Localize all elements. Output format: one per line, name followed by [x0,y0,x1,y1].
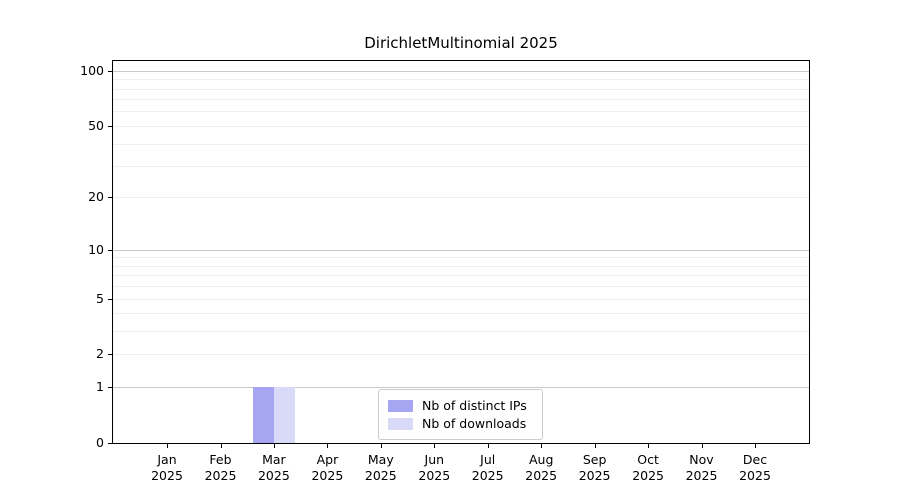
x-tick-month: Apr [316,452,339,467]
x-tick-month: Feb [209,452,232,467]
x-tick-month: Aug [528,452,554,467]
x-tick-mark [701,444,703,448]
gridline-minor [113,143,809,145]
x-tick-label: Nov 2025 [670,452,734,483]
x-tick-year: 2025 [257,467,290,483]
y-tick-label: 0 [96,435,104,450]
x-tick-month: Sep [582,452,607,467]
x-tick-month: May [367,452,394,467]
y-tick-mark [108,249,112,251]
y-tick-mark [108,443,112,444]
gridline-minor [113,99,809,101]
x-tick-mark [541,444,543,448]
y-tick-mark [108,298,112,300]
gridline-minor [113,275,809,277]
legend-swatch-distinct-ips [388,399,413,412]
x-tick-year: 2025 [471,467,504,483]
gridline-minor [113,354,809,356]
x-tick-month: Dec [742,452,768,467]
gridline-major [113,249,809,251]
x-tick-month: Nov [689,452,714,467]
x-tick-mark [755,444,756,448]
legend-label-distinct-ips: Nb of distinct IPs [422,398,527,413]
x-tick-label: Feb 2025 [189,452,253,483]
x-tick-year: 2025 [632,467,664,483]
chart-title: DirichletMultinomial 2025 [364,34,558,52]
x-tick-label: Aug 2025 [509,452,573,483]
gridline-minor [113,265,809,267]
x-tick-mark [273,444,275,448]
y-tick-mark [108,70,112,72]
x-tick-mark [167,444,168,448]
gridline-minor [113,79,809,81]
x-tick-year: 2025 [525,467,558,483]
y-tick-mark [108,197,112,199]
bar-downloads [273,387,295,443]
x-tick-label: Dec 2025 [723,452,787,483]
gridline-major [113,387,809,389]
y-tick-mark [108,125,112,127]
x-tick-label: Sep 2025 [563,452,627,483]
legend: Nb of distinct IPs Nb of downloads [378,389,543,440]
gridline-minor [113,111,809,113]
gridline-minor [113,125,809,127]
x-tick-month: Mar [262,452,286,467]
x-tick-year: 2025 [418,467,451,483]
gridline-minor [113,313,809,315]
y-tick-mark [108,354,112,356]
legend-label-downloads: Nb of downloads [422,416,527,431]
gridline-minor [113,166,809,167]
y-tick-label: 2 [96,346,104,362]
x-tick-year: 2025 [364,467,397,483]
x-tick-mark [487,444,489,448]
bar-distinct-ips [252,387,274,443]
x-tick-year: 2025 [204,467,237,483]
gridline-minor [113,286,809,288]
x-tick-month: Oct [637,452,659,467]
legend-item-distinct-ips: Nb of distinct IPs [388,397,533,414]
y-tick-label: 100 [80,62,104,78]
x-tick-mark [434,444,436,448]
gridline-minor [113,197,809,199]
gridline-minor [113,88,809,90]
gridline-minor [113,331,809,333]
x-tick-year: 2025 [685,467,718,483]
gridline-minor [113,257,809,259]
x-tick-mark [594,444,596,448]
gridline-major [113,70,809,72]
x-tick-mark [327,444,329,448]
y-tick-label: 50 [88,117,104,133]
y-tick-mark [108,387,112,389]
legend-item-downloads: Nb of downloads [388,415,533,432]
y-tick-label: 10 [88,241,104,257]
x-tick-mark [380,444,382,448]
x-tick-label: May 2025 [349,452,413,483]
x-tick-month: Jun [424,452,445,467]
x-tick-year: 2025 [311,467,344,483]
x-tick-month: Jul [480,452,496,467]
y-tick-label: 20 [88,189,104,205]
x-tick-label: Apr 2025 [295,452,359,483]
x-tick-month: Jan [157,452,177,467]
gridline-minor [113,298,809,300]
x-tick-label: Jun 2025 [402,452,466,483]
x-tick-mark [648,444,650,448]
x-tick-year: 2025 [151,467,183,483]
legend-swatch-downloads [388,417,413,430]
y-tick-label: 5 [96,290,104,306]
x-tick-label: Jul 2025 [456,452,520,483]
y-tick-label: 1 [96,379,104,395]
x-tick-label: Mar 2025 [242,452,306,483]
x-tick-mark [220,444,222,448]
x-tick-year: 2025 [739,467,771,483]
x-tick-label: Jan 2025 [135,452,199,483]
x-tick-year: 2025 [578,467,611,483]
x-tick-label: Oct 2025 [616,452,680,483]
plot-area: Nb of distinct IPs Nb of downloads [112,60,810,444]
